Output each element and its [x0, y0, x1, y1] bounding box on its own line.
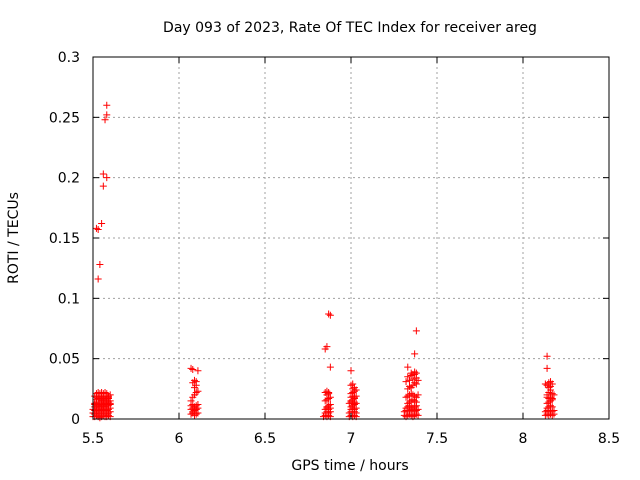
- y-tick-label: 0.2: [58, 171, 80, 187]
- data-point: [548, 390, 556, 398]
- data-point: [347, 381, 355, 389]
- data-point: [541, 380, 549, 388]
- data-point: [543, 352, 551, 360]
- axis-ticks: [92, 56, 610, 420]
- data-point: [548, 403, 556, 411]
- x-tick-label: 6: [175, 431, 184, 447]
- data-point: [326, 401, 334, 409]
- y-tick-labels: 0 0.05 0.1 0.15 0.2 0.25 0.3: [49, 50, 80, 428]
- chart-title: Day 093 of 2023, Rate Of TEC Index for r…: [163, 20, 537, 36]
- x-tick-label: 7: [347, 431, 356, 447]
- data-point: [411, 403, 419, 411]
- y-tick-label: 0.15: [49, 231, 80, 247]
- data-point: [103, 101, 111, 109]
- data-point: [326, 363, 334, 371]
- data-point: [323, 343, 331, 351]
- data-point: [192, 405, 200, 413]
- data-point: [104, 402, 112, 410]
- data-point: [99, 170, 107, 178]
- x-tick-labels: 5.5 6 6.5 7 7.5 8 8.5: [82, 431, 620, 447]
- data-point: [414, 411, 422, 419]
- data-point: [412, 327, 420, 335]
- data-point: [101, 116, 109, 124]
- data-point: [194, 401, 202, 409]
- data-point: [99, 182, 107, 190]
- data-point: [96, 261, 104, 269]
- data-point: [347, 367, 355, 375]
- data-point: [192, 388, 200, 396]
- grid-lines: [93, 57, 609, 419]
- data-point: [405, 382, 413, 390]
- data-point: [187, 364, 195, 372]
- data-point: [187, 397, 195, 405]
- data-point: [106, 397, 114, 405]
- data-point: [94, 226, 102, 234]
- data-point: [325, 402, 333, 410]
- data-point: [349, 380, 357, 388]
- y-tick-label: 0.1: [58, 291, 80, 307]
- data-point: [550, 407, 558, 415]
- data-point: [103, 111, 111, 119]
- y-tick-label: 0.05: [49, 352, 80, 368]
- data-point: [103, 174, 111, 182]
- x-tick-label: 8: [519, 431, 528, 447]
- data-point: [103, 390, 111, 398]
- data-point: [325, 388, 333, 396]
- data-point: [190, 376, 198, 384]
- data-point: [402, 378, 410, 386]
- data-point: [404, 363, 412, 371]
- data-point: [414, 376, 422, 384]
- x-tick-label: 5.5: [82, 431, 104, 447]
- data-point: [404, 373, 412, 381]
- data-point: [412, 380, 420, 388]
- data-point: [411, 392, 419, 400]
- x-axis-label: GPS time / hours: [291, 458, 408, 474]
- x-tick-label: 8.5: [598, 431, 620, 447]
- y-tick-label: 0: [71, 412, 80, 428]
- data-point: [405, 376, 413, 384]
- data-point: [190, 407, 198, 415]
- data-point: [189, 366, 197, 374]
- data-point: [323, 387, 331, 395]
- data-point: [98, 220, 106, 228]
- data-point: [543, 364, 551, 372]
- data-point: [192, 378, 200, 386]
- data-point: [101, 388, 109, 396]
- data-point: [92, 224, 100, 232]
- y-tick-label: 0.3: [58, 50, 80, 66]
- data-point: [545, 379, 553, 387]
- data-point: [326, 311, 334, 319]
- data-point: [325, 310, 333, 318]
- data-point: [194, 367, 202, 375]
- data-point: [104, 393, 112, 401]
- data-point: [411, 350, 419, 358]
- x-tick-label: 7.5: [426, 431, 448, 447]
- data-point: [352, 399, 360, 407]
- x-tick-label: 6.5: [254, 431, 276, 447]
- y-axis-label: ROTI / TECUs: [6, 192, 22, 284]
- y-tick-label: 0.25: [49, 110, 80, 126]
- data-point: [412, 369, 420, 377]
- data-points: [89, 101, 558, 422]
- data-point: [411, 368, 419, 376]
- data-point: [94, 275, 102, 283]
- data-point: [350, 393, 358, 401]
- data-point: [194, 387, 202, 395]
- data-point: [104, 409, 112, 417]
- data-point: [550, 391, 558, 399]
- data-point: [548, 380, 556, 388]
- data-point: [352, 392, 360, 400]
- data-point: [414, 391, 422, 399]
